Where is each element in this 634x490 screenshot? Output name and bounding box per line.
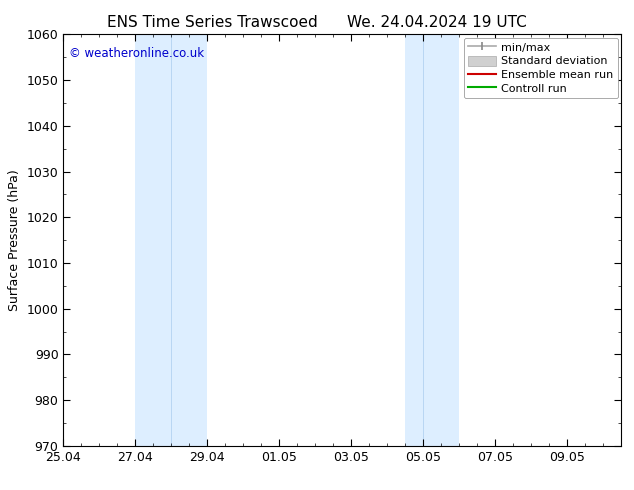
Legend: min/max, Standard deviation, Ensemble mean run, Controll run: min/max, Standard deviation, Ensemble me…: [463, 38, 618, 98]
Bar: [405, 34, 460, 446]
Bar: [136, 34, 207, 446]
Text: ENS Time Series Trawscoed      We. 24.04.2024 19 UTC: ENS Time Series Trawscoed We. 24.04.2024…: [107, 15, 527, 30]
Text: © weatheronline.co.uk: © weatheronline.co.uk: [69, 47, 204, 60]
Y-axis label: Surface Pressure (hPa): Surface Pressure (hPa): [8, 169, 21, 311]
